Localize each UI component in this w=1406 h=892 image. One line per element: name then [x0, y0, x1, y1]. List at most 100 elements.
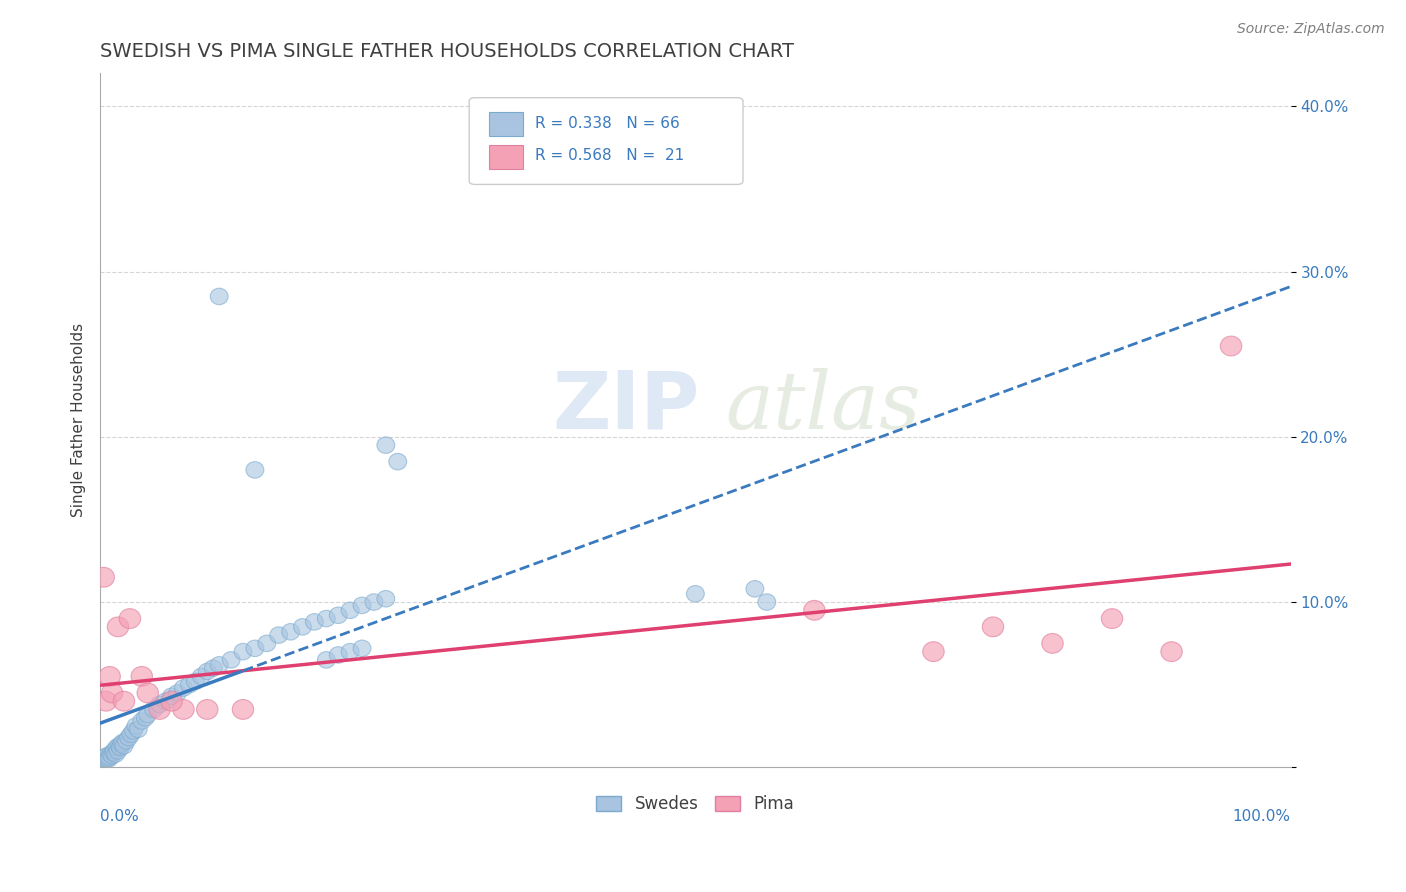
Ellipse shape — [94, 752, 112, 769]
Ellipse shape — [173, 699, 194, 719]
Ellipse shape — [222, 652, 240, 668]
Ellipse shape — [131, 666, 152, 686]
Ellipse shape — [342, 643, 359, 660]
Ellipse shape — [96, 749, 114, 765]
Text: R = 0.568   N =  21: R = 0.568 N = 21 — [534, 148, 683, 163]
Ellipse shape — [163, 688, 180, 705]
Ellipse shape — [329, 647, 347, 663]
Ellipse shape — [246, 462, 264, 478]
Ellipse shape — [115, 738, 132, 754]
Ellipse shape — [145, 701, 163, 718]
Ellipse shape — [353, 640, 371, 657]
Ellipse shape — [747, 581, 763, 597]
Ellipse shape — [257, 635, 276, 652]
Legend: Swedes, Pima: Swedes, Pima — [588, 787, 803, 822]
Ellipse shape — [101, 749, 118, 765]
Ellipse shape — [156, 693, 174, 709]
Ellipse shape — [103, 747, 121, 764]
Ellipse shape — [160, 691, 183, 711]
Ellipse shape — [94, 751, 111, 767]
Text: R = 0.338   N = 66: R = 0.338 N = 66 — [534, 116, 679, 131]
Ellipse shape — [686, 585, 704, 602]
Ellipse shape — [366, 594, 382, 610]
Ellipse shape — [211, 657, 228, 673]
Ellipse shape — [1161, 641, 1182, 662]
Ellipse shape — [211, 288, 228, 305]
Ellipse shape — [270, 627, 288, 643]
Ellipse shape — [180, 676, 198, 693]
Ellipse shape — [110, 742, 127, 759]
Ellipse shape — [96, 691, 117, 711]
Ellipse shape — [93, 754, 110, 771]
Text: 0.0%: 0.0% — [100, 809, 139, 824]
Ellipse shape — [197, 699, 218, 719]
Ellipse shape — [198, 663, 217, 680]
Ellipse shape — [98, 666, 121, 686]
Text: Source: ZipAtlas.com: Source: ZipAtlas.com — [1237, 22, 1385, 37]
Ellipse shape — [318, 652, 335, 668]
Ellipse shape — [136, 683, 159, 703]
Ellipse shape — [389, 453, 406, 470]
Ellipse shape — [150, 697, 169, 713]
Text: 100.0%: 100.0% — [1233, 809, 1291, 824]
Ellipse shape — [342, 602, 359, 618]
Ellipse shape — [112, 736, 131, 752]
Ellipse shape — [111, 739, 129, 756]
Ellipse shape — [353, 597, 371, 614]
Ellipse shape — [1220, 336, 1241, 356]
Ellipse shape — [329, 607, 347, 624]
Ellipse shape — [107, 617, 129, 637]
Ellipse shape — [187, 673, 204, 690]
Ellipse shape — [204, 660, 222, 676]
Ellipse shape — [136, 709, 155, 726]
Ellipse shape — [1101, 608, 1123, 629]
Ellipse shape — [125, 723, 142, 739]
Ellipse shape — [104, 744, 122, 761]
Ellipse shape — [101, 746, 120, 763]
Ellipse shape — [318, 610, 335, 627]
Ellipse shape — [101, 683, 122, 703]
Ellipse shape — [93, 567, 114, 587]
Text: ZIP: ZIP — [553, 368, 700, 445]
Text: atlas: atlas — [725, 368, 921, 445]
Ellipse shape — [117, 732, 135, 749]
Ellipse shape — [139, 706, 156, 723]
Ellipse shape — [377, 591, 395, 607]
Ellipse shape — [922, 641, 945, 662]
Ellipse shape — [132, 713, 150, 730]
Ellipse shape — [114, 691, 135, 711]
Ellipse shape — [105, 742, 124, 759]
Ellipse shape — [246, 640, 264, 657]
Ellipse shape — [1042, 633, 1063, 653]
Ellipse shape — [120, 608, 141, 629]
Ellipse shape — [107, 746, 125, 763]
Ellipse shape — [174, 680, 193, 697]
Ellipse shape — [193, 668, 211, 685]
Ellipse shape — [108, 739, 125, 756]
Ellipse shape — [149, 699, 170, 719]
Ellipse shape — [232, 699, 253, 719]
Ellipse shape — [758, 594, 776, 610]
Ellipse shape — [294, 618, 312, 635]
Ellipse shape — [169, 685, 187, 701]
Ellipse shape — [114, 734, 132, 751]
FancyBboxPatch shape — [470, 98, 742, 185]
Ellipse shape — [122, 726, 141, 742]
Ellipse shape — [281, 624, 299, 640]
Text: SWEDISH VS PIMA SINGLE FATHER HOUSEHOLDS CORRELATION CHART: SWEDISH VS PIMA SINGLE FATHER HOUSEHOLDS… — [100, 42, 794, 61]
Ellipse shape — [98, 747, 117, 764]
Ellipse shape — [129, 721, 148, 738]
FancyBboxPatch shape — [489, 112, 523, 136]
Ellipse shape — [110, 738, 128, 754]
Ellipse shape — [97, 751, 115, 767]
Ellipse shape — [233, 643, 252, 660]
Ellipse shape — [377, 437, 395, 453]
Ellipse shape — [100, 751, 117, 767]
Ellipse shape — [127, 718, 145, 734]
FancyBboxPatch shape — [489, 145, 523, 169]
Ellipse shape — [120, 730, 138, 746]
Y-axis label: Single Father Households: Single Father Households — [72, 323, 86, 517]
Ellipse shape — [305, 614, 323, 630]
Ellipse shape — [804, 600, 825, 620]
Ellipse shape — [983, 617, 1004, 637]
